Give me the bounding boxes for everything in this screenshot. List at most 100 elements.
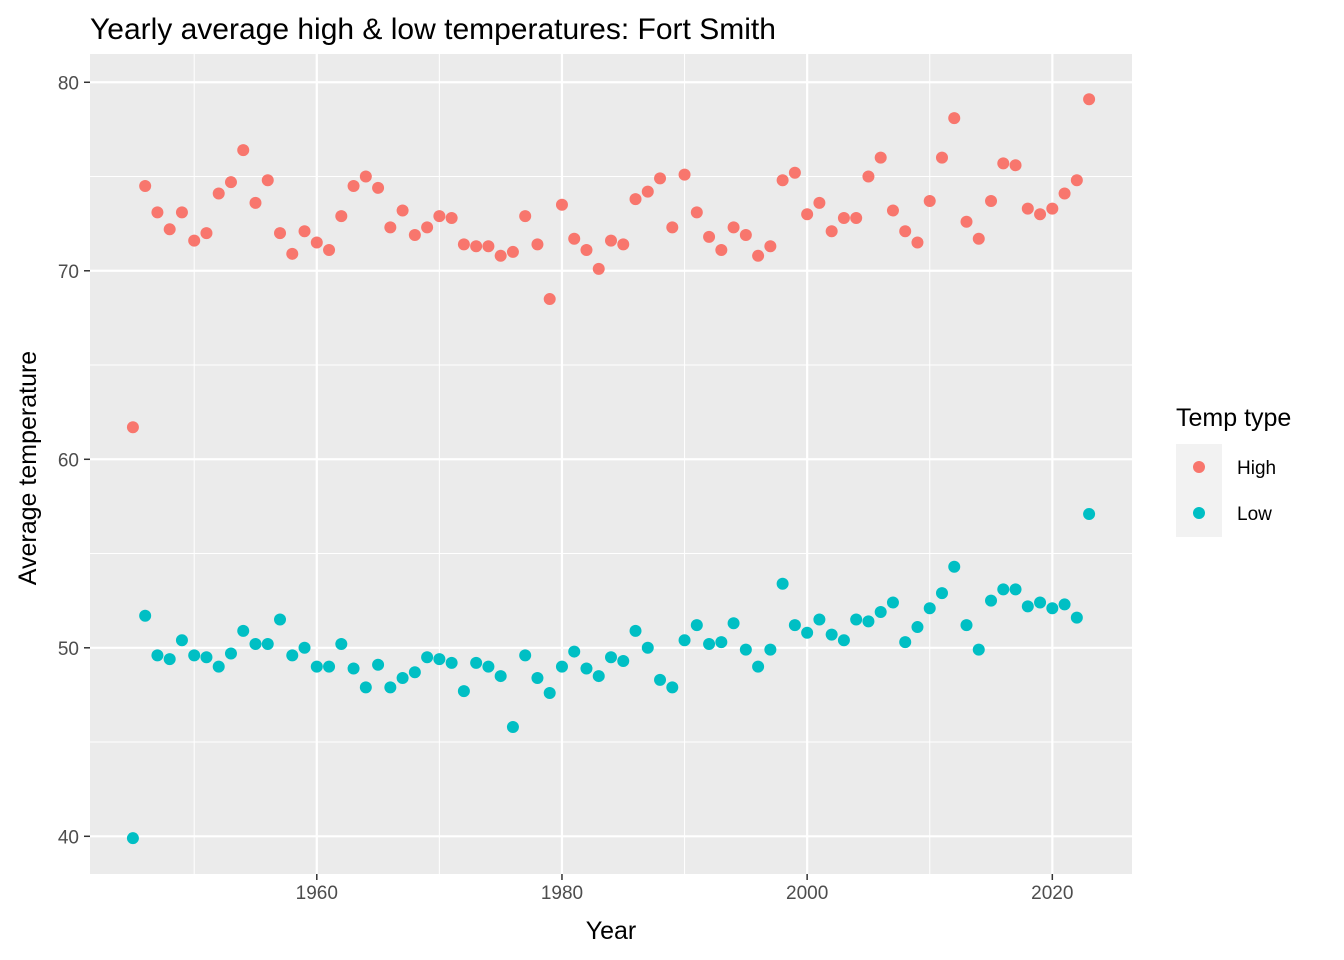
- point-high: [862, 170, 875, 183]
- point-low: [580, 662, 593, 675]
- y-tick-label: 70: [58, 262, 79, 283]
- point-high: [727, 221, 740, 234]
- point-low: [531, 671, 544, 684]
- x-tick-label: 2020: [1031, 883, 1073, 904]
- point-high: [1046, 202, 1059, 215]
- point-high: [1058, 187, 1071, 200]
- point-high: [151, 206, 164, 219]
- point-low: [298, 641, 311, 654]
- point-low: [788, 619, 801, 632]
- point-high: [224, 176, 237, 189]
- point-high: [188, 234, 201, 247]
- point-high: [286, 247, 299, 260]
- point-high: [1021, 202, 1034, 215]
- point-high: [126, 421, 139, 434]
- point-high: [261, 174, 274, 187]
- point-high: [886, 204, 899, 217]
- point-high: [874, 151, 887, 164]
- point-low: [874, 605, 887, 618]
- point-low: [654, 673, 667, 686]
- point-high: [1070, 174, 1083, 187]
- point-low: [163, 653, 176, 666]
- y-axis-title: Average temperature: [14, 351, 42, 585]
- point-high: [237, 144, 250, 157]
- y-tick-label: 50: [58, 639, 79, 660]
- point-low: [126, 832, 139, 845]
- point-low: [568, 645, 581, 658]
- point-high: [801, 208, 814, 221]
- point-high: [850, 212, 863, 224]
- point-high: [1034, 208, 1047, 221]
- point-high: [396, 204, 409, 217]
- point-low: [1046, 602, 1059, 615]
- point-low: [200, 651, 213, 664]
- point-low: [261, 638, 274, 651]
- point-low: [249, 638, 262, 651]
- point-high: [457, 238, 470, 251]
- legend-label-high: High: [1237, 458, 1276, 479]
- point-low: [629, 624, 642, 637]
- point-low: [690, 619, 703, 632]
- y-tick-label: 40: [58, 827, 79, 848]
- point-high: [1083, 93, 1096, 106]
- point-low: [703, 638, 716, 651]
- point-low: [899, 636, 912, 649]
- point-low: [1070, 611, 1083, 624]
- point-high: [899, 225, 912, 238]
- legend: Temp type High Low: [1176, 404, 1291, 537]
- point-low: [997, 583, 1010, 596]
- point-low: [764, 643, 777, 656]
- point-low: [801, 626, 814, 639]
- point-low: [862, 615, 875, 628]
- point-high: [580, 244, 593, 257]
- point-low: [151, 649, 164, 662]
- point-low: [935, 587, 948, 600]
- point-high: [506, 245, 519, 258]
- point-high: [752, 249, 765, 262]
- point-low: [470, 656, 483, 669]
- point-high: [445, 212, 458, 224]
- legend-dot-low: [1193, 507, 1205, 519]
- point-low: [1021, 600, 1034, 613]
- point-low: [335, 638, 348, 651]
- point-high: [948, 112, 961, 125]
- point-low: [310, 660, 323, 673]
- point-high: [163, 223, 176, 236]
- point-low: [1009, 583, 1022, 596]
- plot-panel: [90, 54, 1132, 874]
- point-low: [972, 643, 985, 656]
- point-high: [923, 195, 936, 208]
- point-high: [347, 179, 360, 192]
- y-tick-label: 60: [58, 450, 79, 471]
- point-low: [506, 720, 519, 733]
- point-low: [752, 660, 765, 673]
- point-high: [359, 170, 372, 183]
- point-high: [911, 236, 924, 249]
- point-high: [788, 166, 801, 179]
- point-high: [421, 221, 434, 234]
- point-low: [960, 619, 973, 632]
- point-high: [200, 227, 213, 240]
- point-low: [274, 613, 287, 626]
- point-low: [237, 624, 250, 637]
- point-high: [764, 240, 777, 253]
- point-low: [347, 662, 360, 675]
- point-low: [923, 602, 936, 615]
- point-low: [666, 681, 679, 694]
- point-low: [813, 613, 826, 626]
- point-high: [960, 215, 973, 228]
- point-high: [605, 234, 617, 247]
- point-high: [629, 193, 642, 206]
- point-low: [188, 649, 201, 662]
- point-low: [139, 609, 152, 622]
- point-low: [678, 634, 691, 647]
- point-high: [997, 157, 1010, 170]
- chart-title: Yearly average high & low temperatures: …: [90, 13, 776, 46]
- point-low: [359, 681, 372, 694]
- point-high: [935, 151, 948, 164]
- point-low: [1034, 596, 1047, 609]
- point-high: [323, 244, 336, 257]
- point-low: [617, 654, 630, 667]
- point-high: [837, 212, 850, 224]
- axes: 1960 1980 2000 2020 40 50 60 70 80: [58, 73, 1074, 904]
